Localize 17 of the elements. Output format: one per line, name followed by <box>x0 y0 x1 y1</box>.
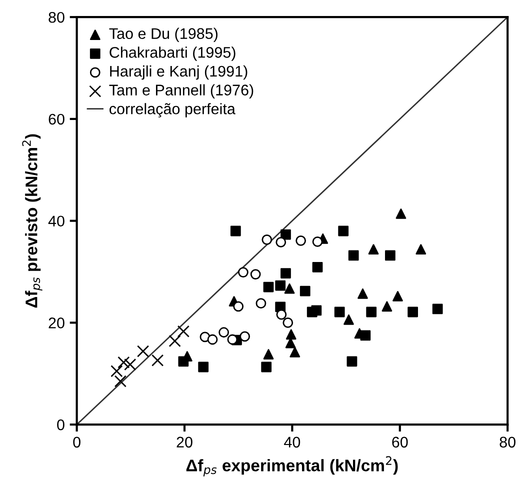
legend-label: Tao e Du (1985) <box>109 28 218 42</box>
y-tick-label: 20 <box>48 318 64 328</box>
legend-label: Harajli e Kanj (1991) <box>110 65 248 80</box>
legend-label: Chakrabarti (1995) <box>110 46 236 61</box>
legend-label: Tam e Pannell (1976) <box>109 84 254 98</box>
y-axis-title: Δf$_{ps}$ previsto (kN/cm$^{2}$) <box>22 134 42 308</box>
x-tick-label: 80 <box>500 436 516 448</box>
y-tick-label: 80 <box>48 12 64 23</box>
x-tick-label: 0 <box>73 436 80 448</box>
x-axis-title: Δf$_{ps}$ experimental (kN/cm$^{2}$) <box>186 456 398 476</box>
y-tick-label: 0 <box>57 419 64 430</box>
y-tick-label: 60 <box>48 114 64 125</box>
x-tick-label: 60 <box>392 436 408 448</box>
x-tick-label: 40 <box>284 436 300 448</box>
x-tick-label: 20 <box>176 436 192 448</box>
legend-label: correlação perfeita <box>110 103 236 118</box>
y-tick-label: 40 <box>48 216 64 227</box>
